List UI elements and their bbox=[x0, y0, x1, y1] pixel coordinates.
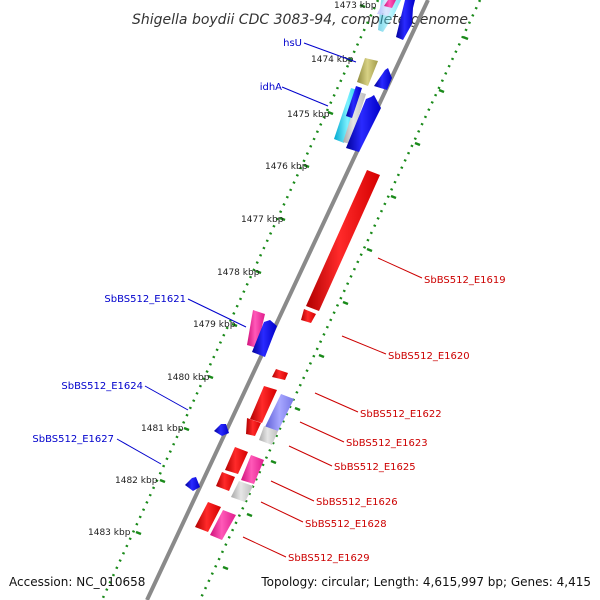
gene-label-e1626[interactable]: SbBS512_E1626 bbox=[316, 497, 398, 508]
gene-feature[interactable] bbox=[374, 68, 392, 90]
leader-line-e1624 bbox=[144, 385, 189, 411]
gene-label-idha[interactable]: idhA bbox=[260, 82, 282, 93]
gene-e1623-lavender[interactable] bbox=[265, 394, 294, 431]
tick-label-1480: 1480 kbp bbox=[167, 373, 210, 383]
ruler-tick bbox=[390, 194, 397, 200]
gene-feature-blue-large[interactable] bbox=[346, 95, 381, 152]
gene-feature[interactable] bbox=[396, 0, 415, 40]
gene-idha-blue[interactable] bbox=[346, 86, 362, 118]
gene-e1624[interactable] bbox=[214, 424, 229, 436]
gene-feature-red[interactable] bbox=[216, 472, 235, 491]
tick-label-1476: 1476 kbp bbox=[265, 162, 308, 172]
tick-label-1479: 1479 kbp bbox=[193, 320, 236, 330]
ruler-ticks-inner bbox=[222, 35, 469, 571]
gene-label-e1621[interactable]: SbBS512_E1621 bbox=[104, 294, 186, 305]
ruler-tick bbox=[279, 216, 286, 222]
label-leaders-left bbox=[116, 42, 357, 465]
ruler-tick bbox=[327, 110, 334, 116]
ruler-tick bbox=[414, 141, 421, 147]
gene-label-e1628[interactable]: SbBS512_E1628 bbox=[305, 519, 387, 530]
gene-label-hsu[interactable]: hsU bbox=[283, 38, 302, 49]
gene-label-e1627[interactable]: SbBS512_E1627 bbox=[32, 434, 114, 445]
leader-line-e1628 bbox=[260, 501, 304, 523]
ruler-tick bbox=[303, 163, 310, 169]
gene-e1625[interactable] bbox=[225, 447, 248, 474]
gene-label-e1620[interactable]: SbBS512_E1620 bbox=[388, 351, 470, 362]
leader-line-e1621 bbox=[187, 298, 247, 328]
gene-e1629[interactable] bbox=[210, 510, 236, 540]
gene-feature[interactable] bbox=[384, 0, 396, 8]
leader-line-e1620 bbox=[341, 335, 387, 355]
ruler-tick bbox=[135, 530, 142, 536]
ruler-tick bbox=[462, 35, 469, 41]
ruler-tick bbox=[270, 459, 277, 465]
ruler-tick bbox=[255, 269, 262, 275]
ruler-tick bbox=[207, 374, 214, 380]
gene-hsu[interactable] bbox=[357, 58, 378, 86]
leader-line-e1629 bbox=[242, 536, 287, 558]
gene-label-e1625[interactable]: SbBS512_E1625 bbox=[334, 462, 416, 473]
gene-e1623-gray[interactable] bbox=[259, 426, 278, 445]
tick-label-1482: 1482 kbp bbox=[115, 476, 158, 486]
gene-idha-gray[interactable] bbox=[343, 92, 366, 144]
tick-label-1473: 1473 kbp bbox=[334, 1, 377, 11]
ruler-tick bbox=[183, 426, 190, 432]
tick-label-1474: 1474 kbp bbox=[311, 55, 354, 65]
tick-label-1475: 1475 kbp bbox=[287, 110, 330, 120]
ruler-tick bbox=[318, 353, 325, 359]
tick-label-1481: 1481 kbp bbox=[141, 424, 184, 434]
leader-line-idha bbox=[281, 86, 329, 107]
leader-line-e1619 bbox=[377, 257, 423, 279]
leader-line-e1623 bbox=[299, 421, 345, 443]
label-leaders-right bbox=[242, 257, 423, 558]
ruler-tick bbox=[159, 478, 166, 484]
gene-e1627[interactable] bbox=[185, 477, 200, 491]
gene-feature-blue[interactable] bbox=[252, 320, 277, 357]
gene-feature-red[interactable] bbox=[246, 418, 261, 436]
topology-text: Topology: circular; Length: 4,615,997 bp… bbox=[260, 575, 591, 589]
gene-feature-red-small[interactable] bbox=[272, 369, 288, 380]
ruler-tick bbox=[359, 3, 366, 9]
gene-e1622[interactable] bbox=[250, 386, 277, 423]
ruler-tick bbox=[294, 406, 301, 412]
gene-label-e1629[interactable]: SbBS512_E1629 bbox=[288, 553, 370, 564]
ruler-ticks-outer bbox=[135, 3, 366, 536]
gene-e1619[interactable] bbox=[306, 170, 380, 311]
gene-label-e1623[interactable]: SbBS512_E1623 bbox=[346, 438, 428, 449]
ruler-tick bbox=[366, 247, 373, 253]
gene-e1626-pink[interactable] bbox=[241, 455, 264, 484]
gene-e1626-gray[interactable] bbox=[231, 481, 253, 502]
gene-label-e1624[interactable]: SbBS512_E1624 bbox=[61, 381, 143, 392]
gene-label-e1619[interactable]: SbBS512_E1619 bbox=[424, 275, 506, 286]
tick-label-1477: 1477 kbp bbox=[241, 215, 284, 225]
gene-e1621[interactable] bbox=[247, 310, 265, 348]
ruler-tick bbox=[246, 512, 253, 518]
leader-line-e1625 bbox=[288, 445, 333, 467]
ruler-tick bbox=[231, 322, 238, 328]
accession-text: Accession: NC_010658 bbox=[9, 575, 145, 589]
leader-line-e1627 bbox=[116, 438, 162, 465]
ruler-tick bbox=[438, 88, 445, 94]
tick-label-1478: 1478 kbp bbox=[217, 268, 260, 278]
ruler-tick-labels: 1473 kbp 1474 kbp 1475 kbp 1476 kbp 1477… bbox=[88, 1, 377, 538]
gene-e1628[interactable] bbox=[195, 502, 221, 532]
gene-label-e1622[interactable]: SbBS512_E1622 bbox=[360, 409, 442, 420]
ruler-tick bbox=[222, 565, 229, 571]
ruler-track-inner bbox=[198, 0, 482, 600]
leader-line-hsu bbox=[303, 42, 357, 63]
tick-label-1483: 1483 kbp bbox=[88, 528, 131, 538]
ruler-tick bbox=[342, 300, 349, 306]
leader-line-e1622 bbox=[314, 392, 359, 413]
genome-backbone bbox=[145, 0, 430, 600]
gene-e1620[interactable] bbox=[301, 309, 316, 323]
leader-line-e1626 bbox=[270, 480, 315, 502]
